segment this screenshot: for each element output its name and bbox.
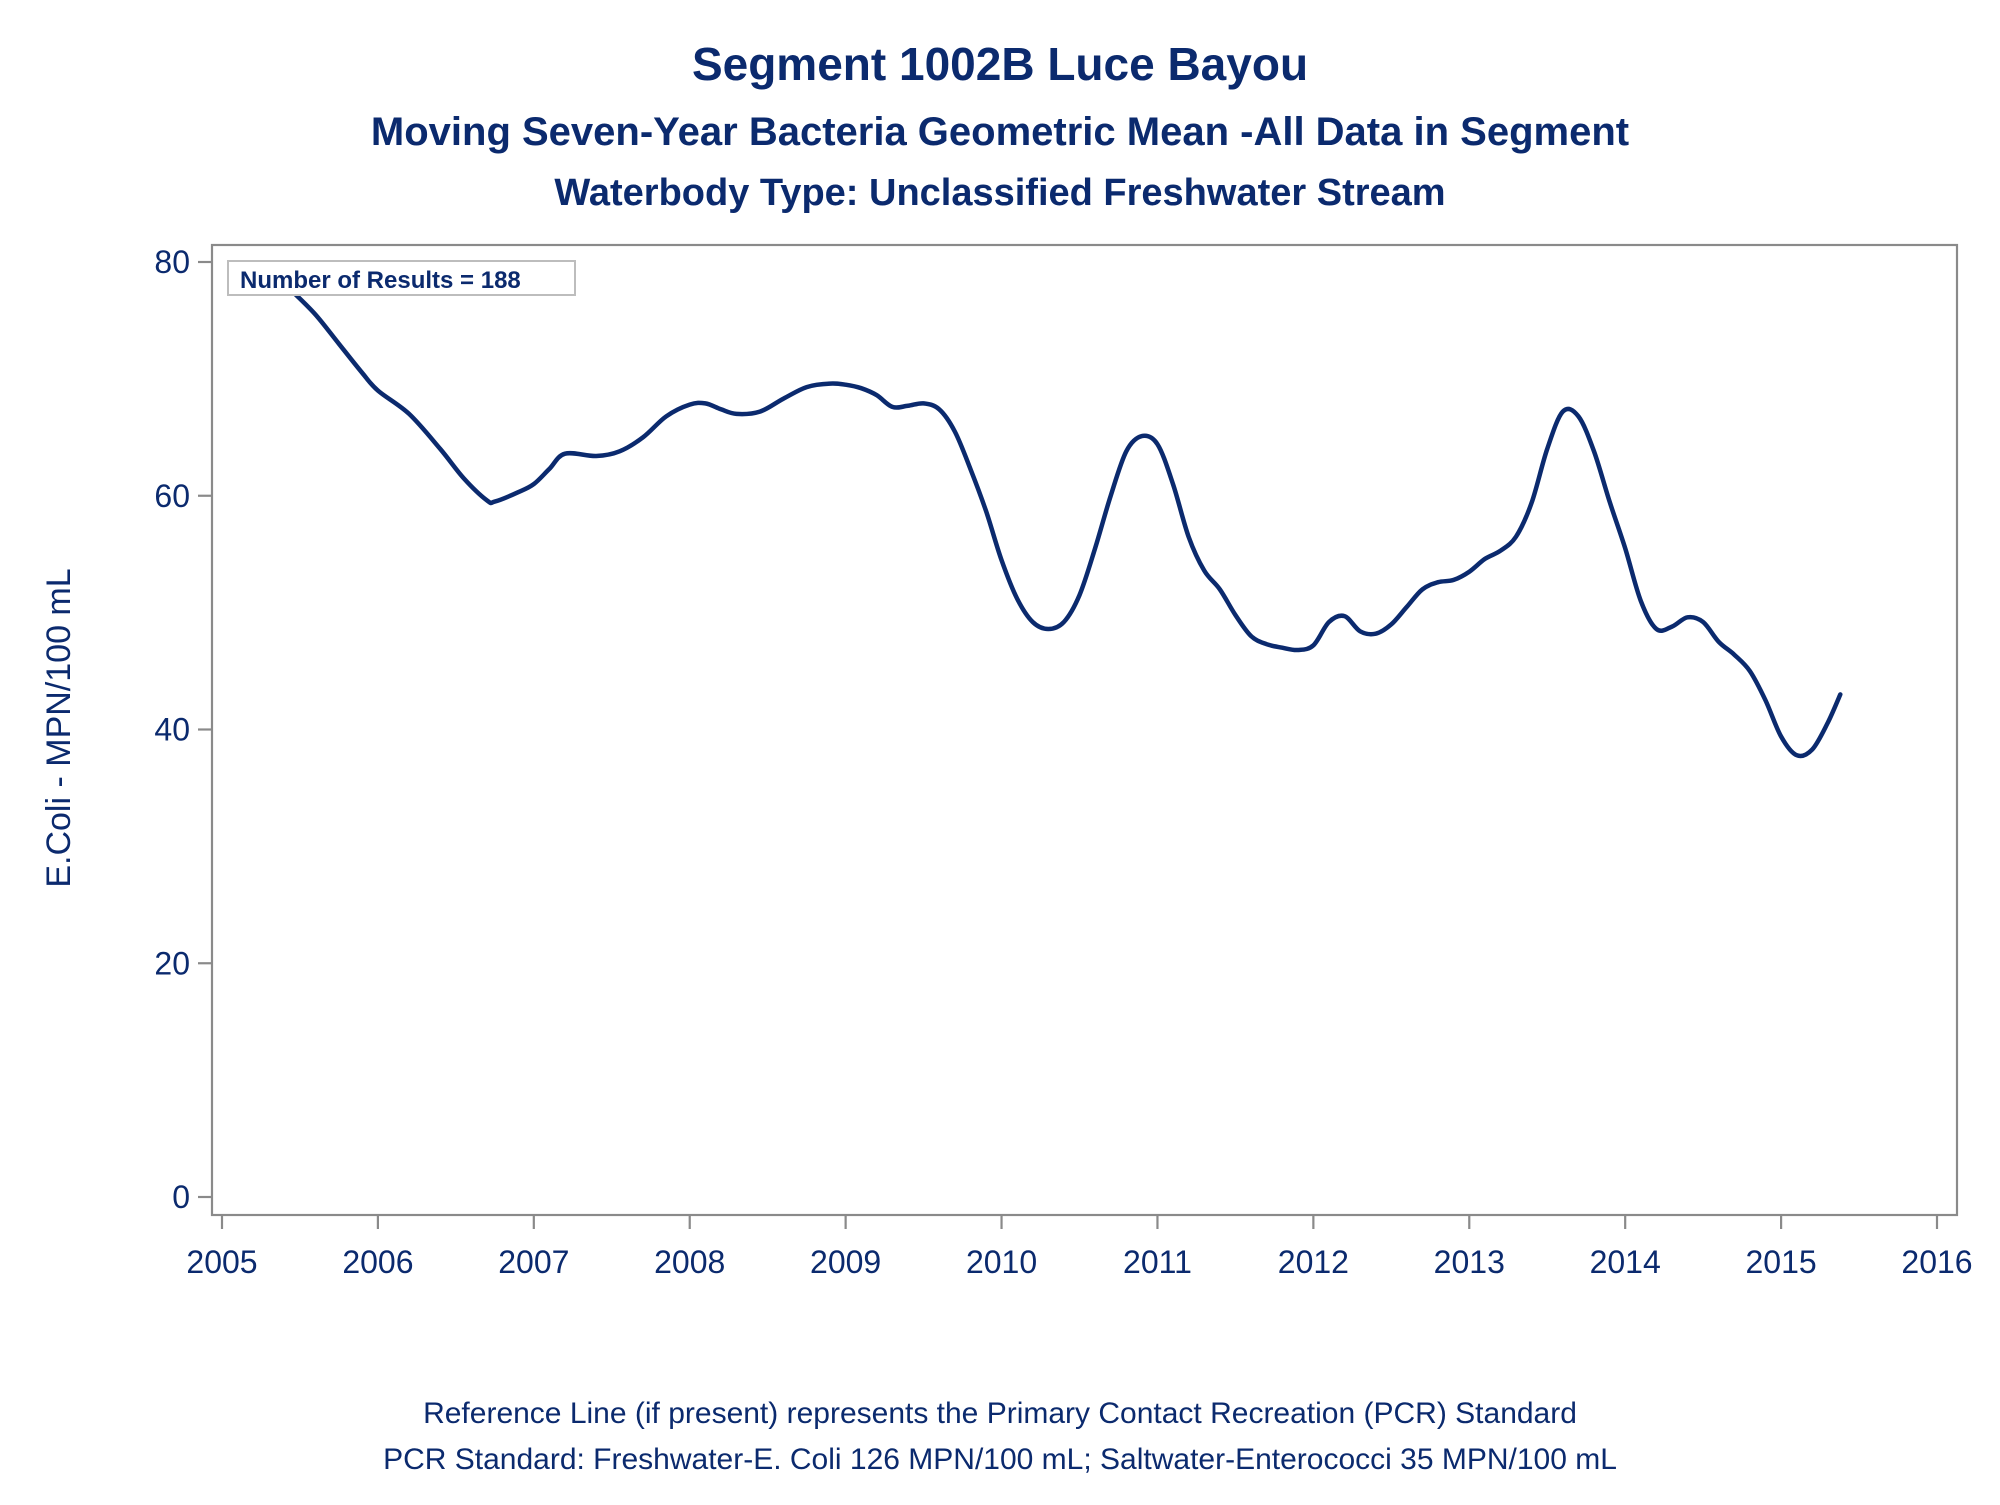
results-count-box: Number of Results = 188 <box>227 260 576 296</box>
y-tick-label: 60 <box>154 478 190 514</box>
x-tick-label: 2014 <box>1590 1244 1661 1280</box>
y-tick-label: 40 <box>154 712 190 748</box>
x-tick-label: 2006 <box>342 1244 413 1280</box>
x-tick-label: 2012 <box>1278 1244 1349 1280</box>
x-tick-label: 2008 <box>654 1244 725 1280</box>
x-tick-label: 2007 <box>498 1244 569 1280</box>
y-axis: 0 20 40 60 80 <box>154 244 212 1215</box>
chart-subtitle-2: Waterbody Type: Unclassified Freshwater … <box>554 172 1445 214</box>
plot-frame <box>210 243 1959 1217</box>
footnote-line-2: PCR Standard: Freshwater-E. Coli 126 MPN… <box>383 1443 1617 1476</box>
x-tick-label: 2013 <box>1434 1244 1505 1280</box>
chart-title: Segment 1002B Luce Bayou <box>692 38 1308 90</box>
y-axis-title: E.Coli - MPN/100 mL <box>40 568 78 887</box>
x-tick-label: 2009 <box>810 1244 881 1280</box>
x-tick-label: 2016 <box>1901 1244 1972 1280</box>
x-tick-label: 2011 <box>1123 1244 1192 1280</box>
results-count-label: Number of Results = 188 <box>240 267 521 294</box>
x-tick-label: 2015 <box>1745 1244 1816 1280</box>
y-tick-label: 0 <box>172 1179 190 1215</box>
series-layer <box>289 288 1843 759</box>
footnote-line-1: Reference Line (if present) represents t… <box>423 1397 1577 1430</box>
y-tick-label: 20 <box>154 945 190 981</box>
x-tick-label: 2005 <box>186 1244 257 1280</box>
results-count-frame <box>227 260 576 296</box>
chart-subtitle: Moving Seven-Year Bacteria Geometric Mea… <box>371 110 1629 154</box>
series-line <box>289 288 1843 759</box>
y-tick-label: 80 <box>154 244 190 280</box>
x-axis: 2005 2006 2007 2008 2009 2010 2011 2012 2013 2014… <box>186 1215 1973 1280</box>
x-tick-label: 2010 <box>966 1244 1037 1280</box>
